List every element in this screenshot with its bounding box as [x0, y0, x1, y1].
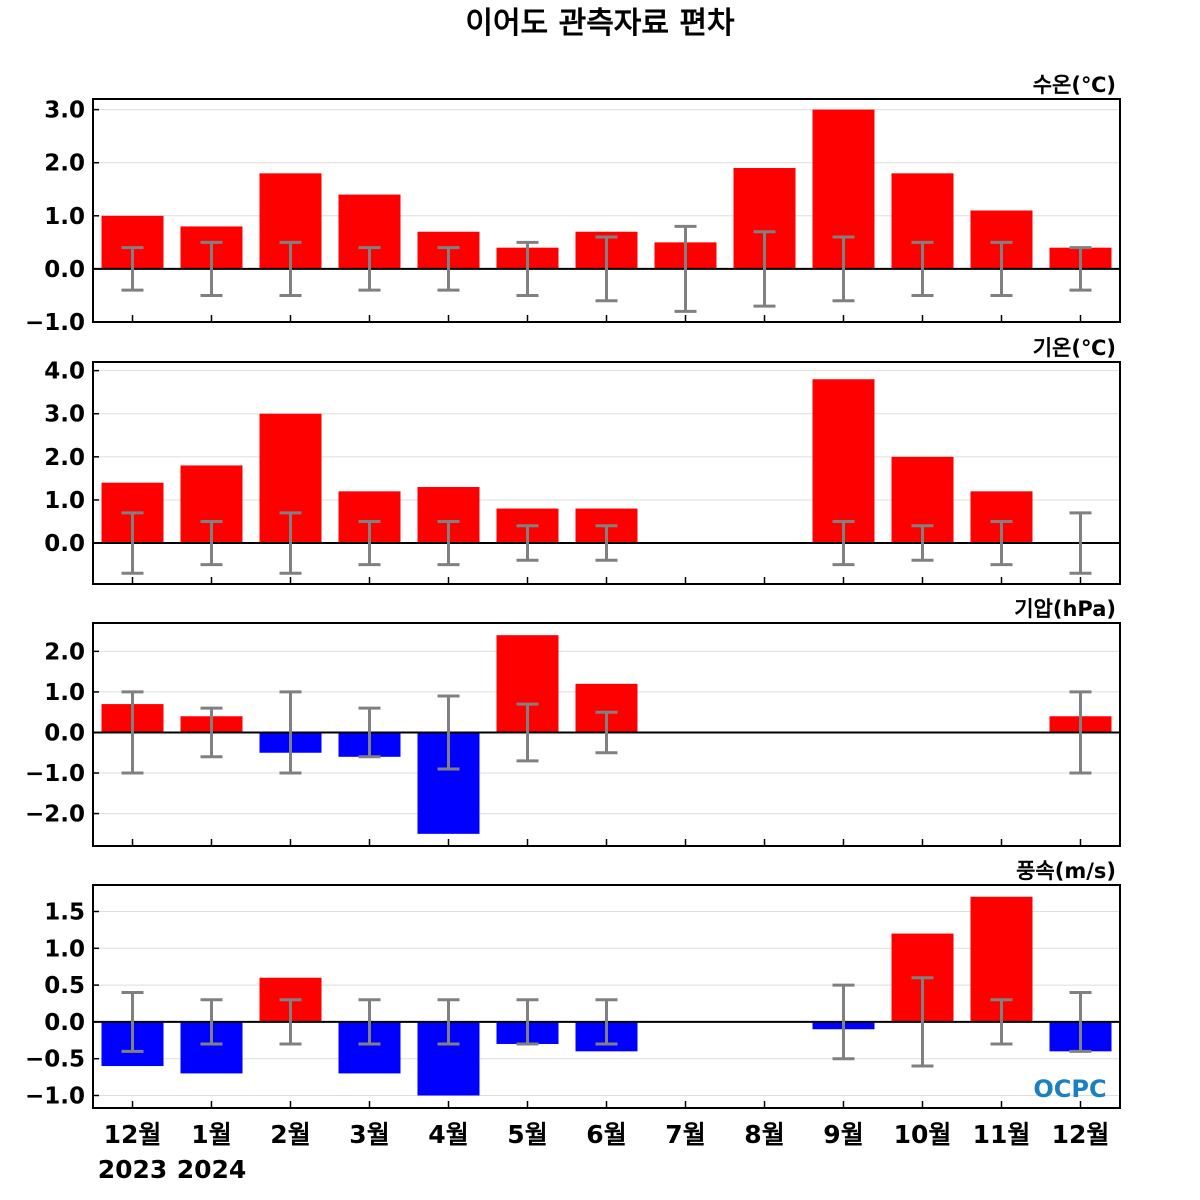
- error-bar-2-9: [832, 519, 855, 567]
- y-tick-label: 3.0: [44, 402, 85, 428]
- error-bar-4-4: [437, 998, 460, 1046]
- error-bar-4-10: [911, 976, 934, 1068]
- error-bar-3-0: [121, 690, 144, 775]
- y-tick-label: 3.0: [44, 98, 85, 124]
- y-tick-label: 0.0: [44, 531, 85, 557]
- y-tick-label: 2.0: [44, 639, 85, 665]
- x-tick-label: 11월: [973, 1120, 1031, 1149]
- error-bar-2-3: [358, 519, 381, 567]
- error-bar-1-12: [1069, 246, 1092, 292]
- error-bar-4-3: [358, 998, 381, 1046]
- chart-title: 이어도 관측자료 편차: [465, 6, 735, 41]
- error-bar-2-1: [200, 519, 223, 567]
- x-tick-label: 1월: [191, 1120, 231, 1149]
- error-bar-1-11: [990, 240, 1013, 297]
- error-bar-1-0: [121, 246, 144, 292]
- y-tick-label: 4.0: [44, 359, 85, 385]
- x-tick-label: 9월: [823, 1120, 863, 1149]
- error-bar-1-6: [595, 235, 618, 303]
- y-tick-label: 1.0: [44, 204, 85, 230]
- bar-2-9: [812, 379, 875, 544]
- panel-2: 0.0 1.0 2.0 3.0 4.0 기온(℃): [44, 336, 1121, 585]
- panel-3: −2.0 −1.0 0.0 1.0 2.0 기압(hPa): [25, 597, 1121, 847]
- error-bar-4-5: [516, 998, 539, 1046]
- error-bar-3-2: [279, 690, 302, 775]
- x-tick-label: 10월: [894, 1120, 952, 1149]
- year-label: 2023: [98, 1155, 168, 1184]
- error-bar-2-4: [437, 519, 460, 567]
- y-tick-label: 1.0: [44, 488, 85, 514]
- y-tick-label: 2.0: [44, 151, 85, 177]
- error-bar-2-2: [279, 511, 302, 575]
- error-bar-2-6: [595, 524, 618, 562]
- x-tick-label: 12월: [104, 1120, 162, 1149]
- panel-unit-label: 수온(℃): [1033, 73, 1116, 97]
- y-tick-label: 0.0: [44, 720, 85, 746]
- error-bar-3-3: [358, 706, 381, 759]
- year-label: 2024: [177, 1155, 247, 1184]
- panels: −1.0 0.0 1.0 2.0 3.0 수온(℃) 0.0 1.0 2.0 3.0 4.0 기온(℃…: [25, 73, 1121, 1109]
- error-bar-3-5: [516, 702, 539, 763]
- y-tick-label: −1.0: [25, 761, 85, 787]
- x-tick-label: 8월: [744, 1120, 784, 1149]
- error-bar-2-10: [911, 524, 934, 562]
- error-bar-1-3: [358, 246, 381, 292]
- y-tick-label: −2.0: [25, 802, 85, 828]
- error-bar-4-2: [279, 998, 302, 1046]
- error-bar-3-6: [595, 710, 618, 755]
- y-tick-label: 0.5: [44, 973, 85, 999]
- y-tick-label: 1.0: [44, 936, 85, 962]
- error-bar-1-2: [279, 240, 302, 297]
- panel-unit-label: 풍속(m/s): [1016, 859, 1116, 883]
- error-bar-1-8: [753, 230, 776, 308]
- error-bar-1-4: [437, 246, 460, 292]
- x-tick-label: 7월: [665, 1120, 705, 1149]
- x-tick-label: 2월: [270, 1120, 310, 1149]
- y-tick-label: 1.5: [44, 899, 85, 925]
- x-tick-label: 12월: [1052, 1120, 1110, 1149]
- y-tick-label: −0.5: [25, 1047, 85, 1073]
- error-bar-4-6: [595, 998, 618, 1046]
- error-bar-3-4: [437, 694, 460, 771]
- error-bar-1-7: [674, 224, 697, 313]
- panel-unit-label: 기압(hPa): [1014, 597, 1116, 621]
- error-bar-2-5: [516, 524, 539, 562]
- error-bar-2-11: [990, 519, 1013, 567]
- y-tick-label: 1.0: [44, 680, 85, 706]
- x-axis-labels: 12월 1월 2월 3월 4월 5월 6월 7월 8월 9월 10월 11월 12월 2023 2024: [98, 1120, 1110, 1184]
- error-bar-4-11: [990, 998, 1013, 1046]
- error-bar-1-1: [200, 240, 223, 297]
- error-bar-1-10: [911, 240, 934, 297]
- panel-1: −1.0 0.0 1.0 2.0 3.0 수온(℃): [25, 73, 1121, 336]
- error-bar-3-12: [1069, 690, 1092, 775]
- y-tick-label: 0.0: [44, 257, 85, 283]
- error-bar-4-0: [121, 990, 144, 1053]
- y-tick-label: 2.0: [44, 445, 85, 471]
- x-tick-label: 6월: [586, 1120, 626, 1149]
- y-tick-label: −1.0: [25, 1083, 85, 1109]
- y-tick-label: 0.0: [44, 1010, 85, 1036]
- error-bar-4-9: [832, 983, 855, 1061]
- x-tick-label: 4월: [428, 1120, 468, 1149]
- panel-4: −1.0 −0.5 0.0 0.5 1.0 1.5 풍속(m/s): [25, 859, 1121, 1109]
- error-bar-1-9: [832, 235, 855, 303]
- error-bar-3-1: [200, 706, 223, 759]
- panel-frame: [92, 884, 1121, 1109]
- x-tick-label: 5월: [507, 1120, 547, 1149]
- panel-unit-label: 기온(℃): [1033, 336, 1116, 360]
- x-tick-label: 3월: [349, 1120, 389, 1149]
- error-bar-1-5: [516, 240, 539, 297]
- error-bar-2-0: [121, 511, 144, 575]
- error-bar-4-1: [200, 998, 223, 1046]
- error-bar-2-12: [1069, 511, 1092, 575]
- ocpc-logo: OCPC: [1033, 1075, 1106, 1103]
- error-bar-4-12: [1069, 990, 1092, 1053]
- y-tick-label: −1.0: [25, 310, 85, 336]
